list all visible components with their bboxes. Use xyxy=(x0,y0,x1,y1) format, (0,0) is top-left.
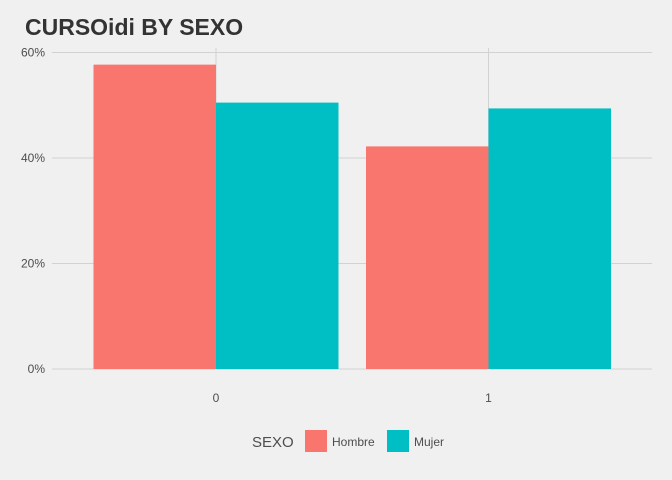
legend-key-hombre xyxy=(305,430,327,452)
y-tick-label: 0% xyxy=(28,362,46,376)
x-tick-label: 1 xyxy=(485,391,492,405)
bar-hombre-0 xyxy=(93,64,216,369)
bar-mujer-1 xyxy=(488,108,611,369)
y-tick-label: 60% xyxy=(21,46,45,60)
y-tick-label: 40% xyxy=(21,151,45,165)
legend-label-mujer: Mujer xyxy=(414,435,444,449)
legend-key-mujer xyxy=(387,430,409,452)
legend-title: SEXO xyxy=(252,434,294,451)
bar-hombre-1 xyxy=(366,146,489,369)
chart-title: CURSOidi BY SEXO xyxy=(25,14,244,40)
x-tick-label: 0 xyxy=(213,391,220,405)
y-tick-label: 20% xyxy=(21,257,45,271)
bar-mujer-0 xyxy=(216,102,339,370)
legend-label-hombre: Hombre xyxy=(332,435,375,449)
